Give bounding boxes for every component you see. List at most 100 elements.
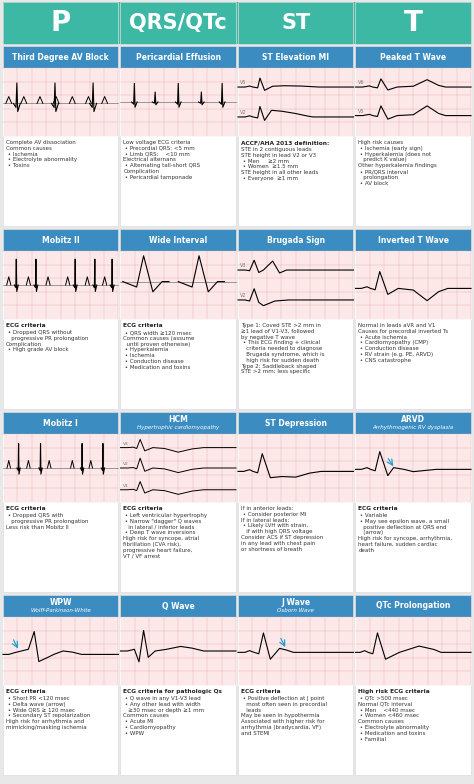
Bar (120, 412, 236, 434)
Text: If in anterior leads:
 • Consider posterior MI
If in lateral leads:
 • Likely LV: If in anterior leads: • Consider posteri… (241, 506, 323, 552)
Text: V1: V1 (122, 484, 128, 488)
Text: Third Degree AV Block: Third Degree AV Block (12, 53, 109, 61)
Text: ARVD: ARVD (401, 415, 425, 423)
Text: ECG criteria for pathologic Qs: ECG criteria for pathologic Qs (124, 689, 222, 694)
Bar (356, 617, 471, 685)
Bar (238, 685, 354, 775)
Bar (3, 2, 118, 44)
Bar (3, 319, 118, 409)
Bar (3, 617, 118, 685)
Text: P: P (51, 9, 71, 37)
Bar (356, 434, 471, 502)
Bar (3, 595, 118, 617)
Bar (120, 251, 236, 319)
Bar (356, 229, 471, 251)
Text: V2: V2 (240, 110, 246, 114)
Bar (3, 136, 118, 226)
Text: T: T (404, 9, 423, 37)
Text: ECG criteria: ECG criteria (6, 689, 46, 694)
Text: WPW: WPW (49, 597, 72, 607)
Text: HCM: HCM (168, 415, 188, 423)
Text: ST: ST (281, 13, 310, 33)
Text: Complete AV dissociation
Common causes
 • Ischemia
 • Electrolyte abnormality
 •: Complete AV dissociation Common causes •… (6, 140, 77, 169)
Bar (238, 68, 354, 136)
Text: V5: V5 (240, 80, 246, 85)
Bar (238, 412, 354, 434)
Text: ECG criteria: ECG criteria (241, 689, 281, 694)
Bar (120, 2, 236, 44)
Text: High risk causes
 • Ischemia (early sign)
 • Hyperkalemia (does not
   predict K: High risk causes • Ischemia (early sign)… (358, 140, 437, 186)
Text: High risk ECG criteria: High risk ECG criteria (358, 689, 430, 694)
Text: • Q wave in any V1-V3 lead
 • Any other lead with width
   ≥30 msec or depth ≥1 : • Q wave in any V1-V3 lead • Any other l… (124, 696, 205, 736)
Text: Osborn Wave: Osborn Wave (277, 608, 314, 613)
Text: V2: V2 (240, 293, 246, 298)
Bar (120, 229, 236, 251)
Text: Peaked T Wave: Peaked T Wave (380, 53, 447, 61)
Bar (3, 2, 471, 44)
Bar (3, 229, 118, 251)
Bar (238, 319, 354, 409)
Text: Q Wave: Q Wave (162, 601, 195, 611)
Bar (120, 595, 236, 617)
Text: • Short PR <120 msec
 • Delta wave (arrow)
 • Wide QRS ≥ 120 msec
 • Secondary S: • Short PR <120 msec • Delta wave (arrow… (6, 696, 91, 730)
Text: Normal in leads aVR and V1
Causes for precordial inverted Ts
 • Acute ischemia
 : Normal in leads aVR and V1 Causes for pr… (358, 323, 448, 363)
Bar (238, 502, 354, 592)
Bar (356, 136, 471, 226)
Bar (238, 46, 354, 68)
Bar (238, 595, 354, 617)
Text: • Positive deflection at J point
   most often seen in precordial
   leads
May b: • Positive deflection at J point most of… (241, 696, 327, 736)
Bar (356, 319, 471, 409)
Text: V3: V3 (122, 442, 128, 446)
Text: V6: V6 (357, 80, 364, 85)
Text: V5: V5 (357, 109, 364, 114)
Bar (120, 136, 236, 226)
Bar (120, 46, 236, 68)
Text: ECG criteria: ECG criteria (6, 323, 46, 328)
Text: ECG criteria: ECG criteria (124, 323, 163, 328)
Bar (356, 68, 471, 136)
Text: V3: V3 (240, 263, 246, 268)
Bar (356, 502, 471, 592)
Text: • QRS width ≥120 msec
Common causes (assume
  until proven otherwise)
 • Hyperka: • QRS width ≥120 msec Common causes (ass… (124, 330, 195, 370)
Bar (238, 2, 354, 44)
Text: ECG criteria: ECG criteria (6, 506, 46, 511)
Text: Arrhythmogenic RV dysplasia: Arrhythmogenic RV dysplasia (373, 426, 454, 430)
Bar (3, 412, 118, 434)
Text: STE in 2 contiguous leads
STE height in lead V2 or V3
 • Men     ≥2 mm
 • Women : STE in 2 contiguous leads STE height in … (241, 147, 318, 181)
Text: QRS/QTc: QRS/QTc (129, 13, 227, 33)
Bar (238, 136, 354, 226)
Bar (120, 319, 236, 409)
Text: Hypertrophic cardiomyopathy: Hypertrophic cardiomyopathy (137, 426, 219, 430)
Text: QTc Prolongation: QTc Prolongation (376, 601, 450, 611)
Text: Type 1: Coved STE >2 mm in
≥1 lead of V1-V3, followed
by negative T wave
 • This: Type 1: Coved STE >2 mm in ≥1 lead of V1… (241, 323, 325, 375)
Bar (356, 595, 471, 617)
Text: Inverted T Wave: Inverted T Wave (378, 235, 449, 245)
Bar (3, 46, 118, 68)
Bar (3, 502, 118, 592)
Text: Brugada Sign: Brugada Sign (267, 235, 325, 245)
Text: Mobitz II: Mobitz II (42, 235, 80, 245)
Bar (3, 251, 118, 319)
Bar (120, 685, 236, 775)
Text: • Dropped QRS with
   progressive PR prolongation
Less risk than Mobitz II: • Dropped QRS with progressive PR prolon… (6, 513, 89, 530)
Text: • Left ventricular hypertrophy
 • Narrow "dagger" Q waves
   in lateral / inferi: • Left ventricular hypertrophy • Narrow … (124, 513, 208, 559)
Bar (356, 2, 471, 44)
Text: • Variable
 • May see epsilon wave, a small
   positive deflection at QRS end
  : • Variable • May see epsilon wave, a sma… (358, 513, 453, 553)
Text: • Dropped QRS without
   progressive PR prolongation
Complication
 • High grade : • Dropped QRS without progressive PR pro… (6, 330, 89, 352)
Bar (120, 502, 236, 592)
Bar (356, 685, 471, 775)
Text: ACCF/AHA 2013 definition:: ACCF/AHA 2013 definition: (241, 140, 329, 145)
Bar (356, 46, 471, 68)
Bar (238, 434, 354, 502)
Bar (238, 251, 354, 319)
Text: J Wave: J Wave (281, 597, 310, 607)
Bar (238, 617, 354, 685)
Text: V2: V2 (122, 463, 128, 466)
Bar (120, 434, 236, 502)
Text: Mobitz I: Mobitz I (43, 419, 78, 427)
Bar (3, 68, 118, 136)
Text: ECG criteria: ECG criteria (358, 506, 398, 511)
Text: ST Elevation MI: ST Elevation MI (262, 53, 329, 61)
Bar (238, 229, 354, 251)
Text: Pericardial Effusion: Pericardial Effusion (136, 53, 221, 61)
